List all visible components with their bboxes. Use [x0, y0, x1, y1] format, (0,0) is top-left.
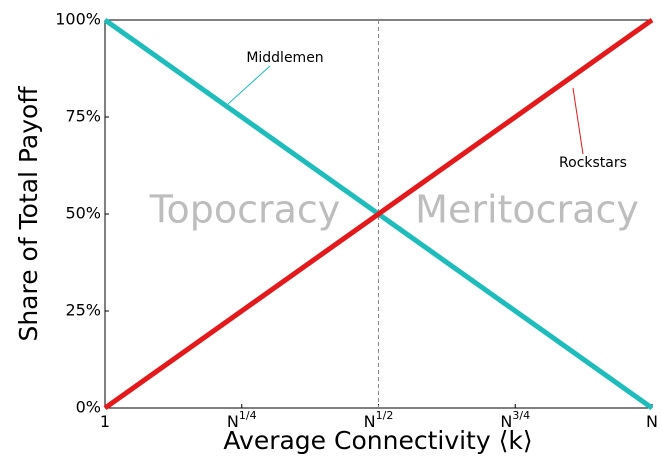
x-tick-base: N: [227, 412, 239, 431]
x-tick-label: N1/2: [364, 409, 394, 431]
y-axis-label: Share of Total Payoff: [14, 86, 43, 342]
series-label: Middlemen: [246, 50, 323, 66]
y-tick-label: 100%: [55, 10, 101, 29]
y-tick-label: 75%: [65, 107, 101, 126]
annotation-pointer: [572, 87, 584, 155]
x-tick-base: 1: [100, 412, 110, 431]
y-tick-label: 50%: [65, 204, 101, 223]
x-tick-label: 1: [100, 412, 110, 431]
y-tick-label: 25%: [65, 301, 101, 320]
x-tick-label: N: [646, 412, 658, 431]
y-tick-label: 0%: [76, 398, 101, 417]
x-tick-exponent: 3/4: [512, 409, 530, 422]
region-label: Topocracy: [149, 188, 341, 232]
x-tick-base: N: [364, 412, 376, 431]
series-label: Rockstars: [559, 155, 627, 171]
region-label: Meritocracy: [415, 188, 639, 232]
x-tick-label: N1/4: [227, 409, 257, 431]
annotation-pointer: [227, 65, 271, 105]
x-tick-exponent: 1/2: [376, 409, 394, 422]
x-tick-exponent: 1/4: [239, 409, 257, 422]
series-line: [103, 17, 654, 411]
x-tick-label: N3/4: [500, 409, 530, 431]
x-tick-base: N: [500, 412, 512, 431]
x-tick-base: N: [646, 412, 658, 431]
x-axis-label: Average Connectivity ⟨k⟩: [223, 426, 532, 455]
